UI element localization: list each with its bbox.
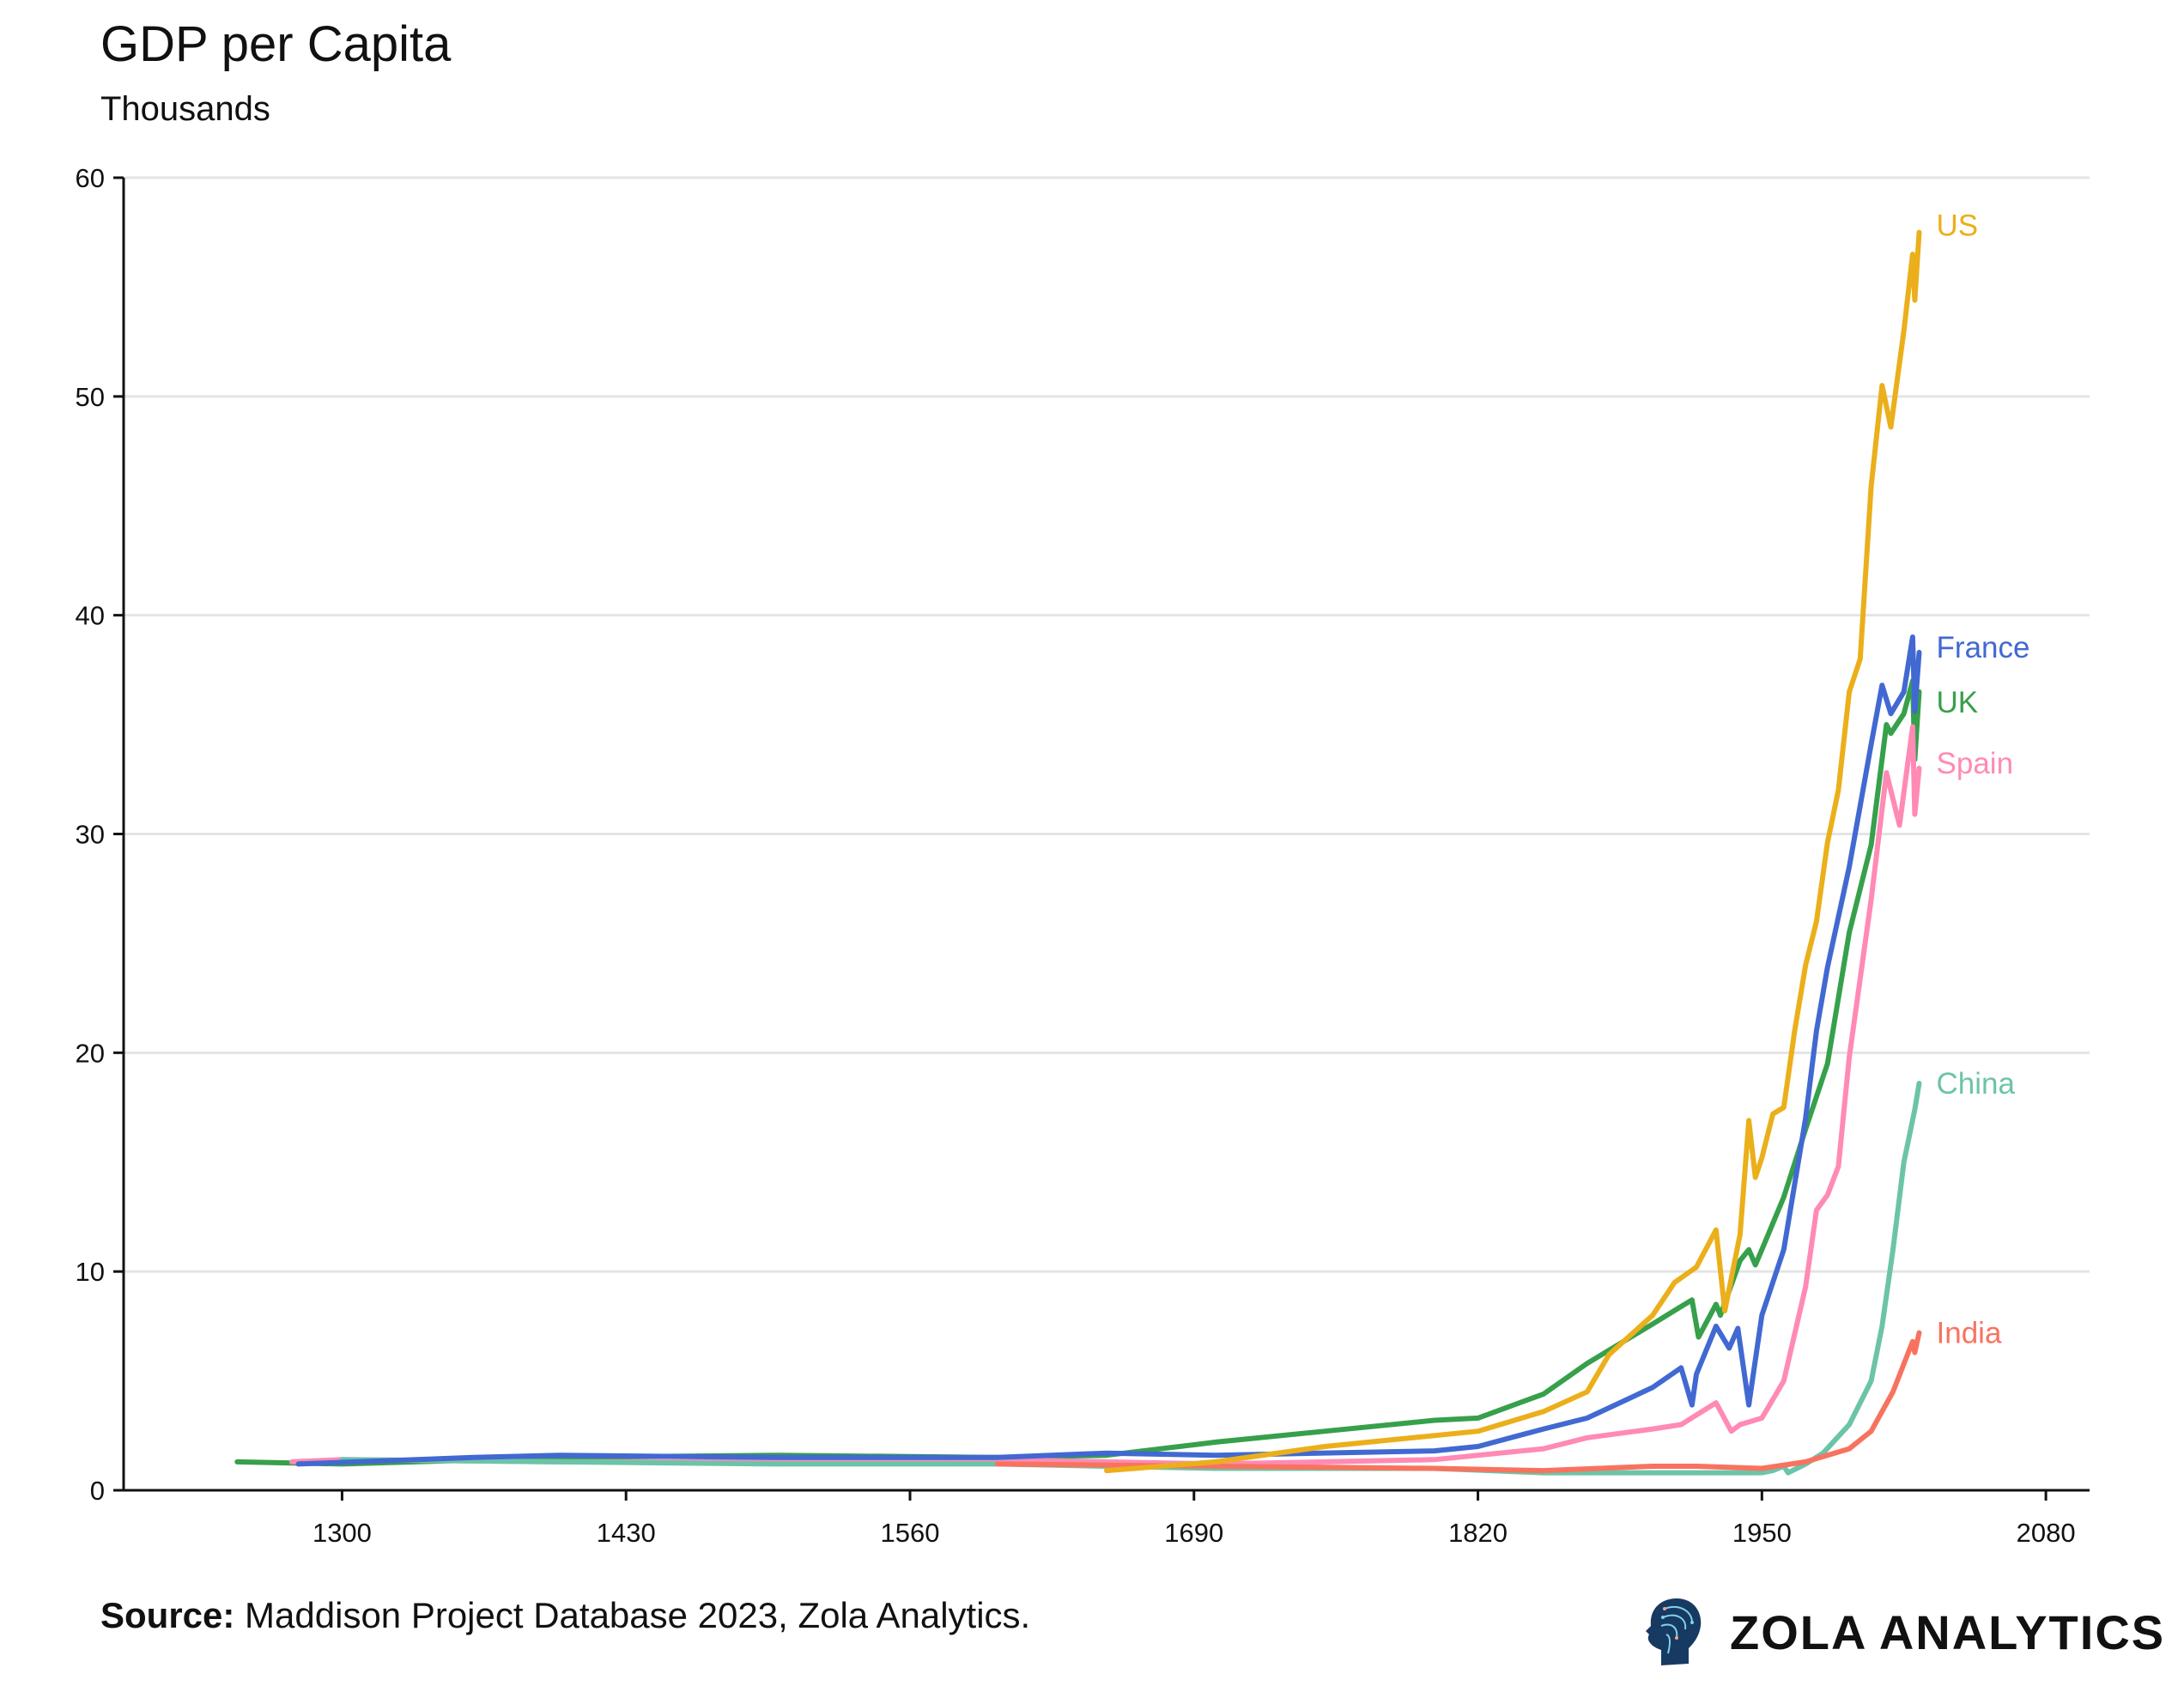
x-tick-label: 1820 [1448,1518,1508,1548]
y-tick-label: 0 [90,1476,105,1506]
x-tick-label: 1560 [881,1518,940,1548]
chart-subtitle: Thousands [100,90,270,128]
series-line-france [295,634,1922,1467]
x-tick-label: 2080 [2017,1518,2076,1548]
head-circuit-icon [1646,1598,1702,1665]
source-note: Source: Maddison Project Database 2023, … [100,1595,1030,1636]
series-line-india [994,1330,1922,1474]
x-tick-label: 1690 [1164,1518,1223,1548]
series-label-spain: Spain [1937,747,2014,780]
logo-text: ZOLA ANALYTICS [1730,1604,2166,1659]
series-label-india: India [1937,1317,2002,1350]
source-text: Maddison Project Database 2023, Zola Ana… [245,1595,1031,1635]
series-line-us [1104,229,1922,1474]
zola-logo: ZOLA ANALYTICS [1644,1597,2165,1667]
series-label-uk: UK [1937,686,1979,719]
series-label-us: US [1937,209,1979,243]
y-tick-label: 10 [76,1257,105,1287]
x-tick-label: 1300 [312,1518,372,1548]
source-label: Source: [100,1595,235,1635]
x-tick-label: 1430 [597,1518,656,1548]
series-label-france: France [1937,631,2030,664]
series-label-china: China [1937,1067,2016,1101]
y-tick-label: 60 [76,163,105,193]
y-tick-label: 50 [76,382,105,412]
series-line-spain [288,724,1922,1467]
x-tick-label: 1950 [1732,1518,1792,1548]
y-tick-label: 20 [76,1038,105,1068]
series-line-uk [234,678,1922,1467]
y-tick-label: 30 [76,820,105,850]
chart-title: GDP per Capita [100,16,452,72]
y-tick-label: 40 [76,601,105,631]
